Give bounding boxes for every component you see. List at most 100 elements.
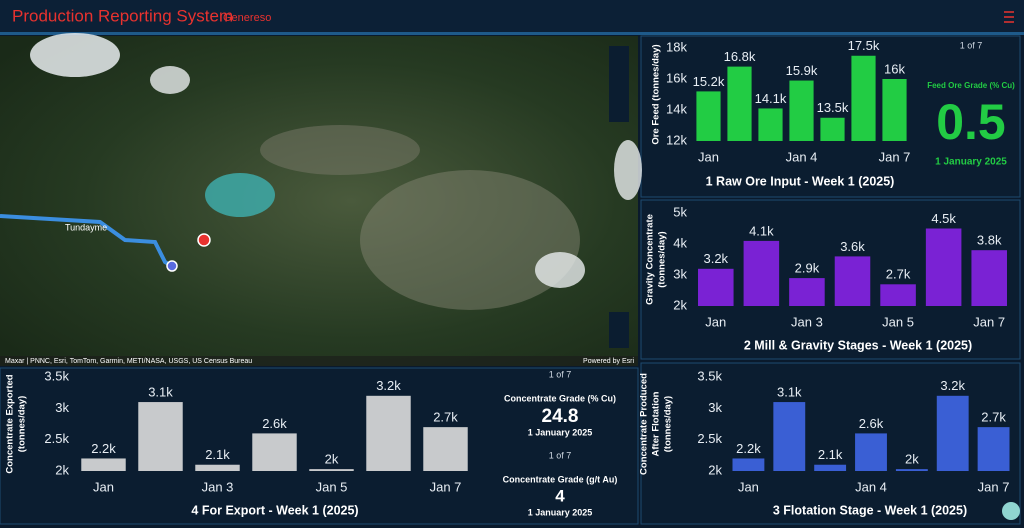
y-tick-label: 2k [708,462,722,477]
value-label: 2.1k [818,447,843,462]
map-panel[interactable] [0,36,638,366]
value-label: 3.8k [977,233,1002,248]
bar [925,228,962,306]
value-label: 2.7k [886,267,911,282]
bar [814,464,847,471]
y-tick-label: 3.5k [697,368,722,383]
value-label: 3.2k [703,251,728,266]
y-tick-label: 3k [708,400,722,415]
y-axis-label: After Flotation [651,391,662,456]
pager[interactable]: 1 of 7 [960,40,983,50]
pager[interactable]: 1 of 7 [549,369,572,379]
value-label: 16k [884,61,905,76]
map-attribution: Maxar | PNNC, Esri, TomTom, Garmin, METI… [5,358,252,365]
x-tick-label: Jan [698,149,719,164]
value-label: 3.1k [777,385,802,400]
y-tick-label: 3k [673,266,687,281]
value-label: 2.2k [736,441,761,456]
bar [309,469,354,471]
header-border [0,32,1024,35]
x-tick-label: Jan 4 [786,149,818,164]
value-label: 3.6k [840,239,865,254]
y-tick-label: 14k [666,101,687,116]
map-imagery [0,33,642,310]
bar [789,80,814,141]
map-place-label: Tundayme [65,222,107,232]
y-tick-label: 16k [666,70,687,85]
value-label: 2.9k [795,261,820,276]
pager[interactable]: 1 of 7 [549,450,572,460]
value-label: 2.1k [205,447,230,462]
bar [81,458,126,471]
app-subtitle: Genereso [223,12,271,24]
app-title: Production Reporting System [12,6,233,25]
bar [732,458,765,471]
menu-icon[interactable] [1004,11,1014,23]
value-label: 2k [325,452,339,467]
chart-title: 3 Flotation Stage - Week 1 (2025) [773,503,967,517]
bar [696,91,721,141]
bar [366,395,411,471]
bar [977,427,1010,471]
bar [882,79,907,141]
bar [820,117,845,141]
chart-title: 4 For Export - Week 1 (2025) [191,503,358,517]
chart-title: 2 Mill & Gravity Stages - Week 1 (2025) [744,338,972,352]
value-label: 2k [905,452,919,467]
y-axis-label: (tonnes/day) [663,396,674,452]
x-tick-label: Jan [93,479,114,494]
indicator-value: 0.5 [936,94,1006,150]
panel [0,367,639,525]
refresh-button[interactable] [1002,502,1020,520]
bar [252,433,297,471]
indicator-label: Feed Ore Grade (% Cu) [927,81,1015,90]
value-label: 3.2k [376,378,401,393]
bar [971,250,1007,306]
y-tick-label: 4k [673,235,687,250]
indicator-label: Concentrate Grade (g/t Au) [503,474,618,484]
indicator-date: 1 January 2025 [528,507,593,517]
indicator-value: 4 [555,486,565,505]
bar [895,469,928,471]
value-label: 17.5k [848,38,880,53]
y-tick-label: 3k [55,400,69,415]
y-axis-label: Ore Feed (tonnes/day) [651,44,662,144]
x-tick-label: Jan 4 [855,479,887,494]
value-label: 2.6k [859,416,884,431]
y-tick-label: 2.5k [44,431,69,446]
bar [195,464,240,471]
indicator-label: Concentrate Grade (% Cu) [504,393,616,403]
value-label: 4.5k [931,211,956,226]
chart-title: 1 Raw Ore Input - Week 1 (2025) [706,174,895,188]
value-label: 3.1k [148,385,173,400]
y-axis-label: (tonnes/day) [657,231,668,287]
x-tick-label: Jan 3 [791,314,823,329]
bar [698,268,734,306]
bar [936,395,969,471]
value-label: 2.6k [262,416,287,431]
bar [758,108,783,141]
value-label: 3.2k [940,378,965,393]
y-tick-label: 2.5k [697,431,722,446]
bar [423,427,468,471]
panel [640,199,1021,360]
map-controls[interactable] [609,46,629,348]
value-label: 2.2k [91,441,116,456]
value-label: 2.7k [433,410,458,425]
bar [851,55,876,141]
bar [727,66,752,141]
indicator-date: 1 January 2025 [528,427,593,437]
y-tick-label: 18k [666,39,687,54]
value-label: 16.8k [724,49,756,64]
y-axis-label: Concentrate Exported [5,374,16,473]
y-tick-label: 2k [673,297,687,312]
x-tick-label: Jan 7 [879,149,911,164]
value-label: 14.1k [755,91,787,106]
bar [138,402,183,471]
x-tick-label: Jan 5 [316,479,348,494]
header-bar [0,0,1024,32]
y-axis-label: (tonnes/day) [17,396,28,452]
x-tick-label: Jan [705,314,726,329]
bar [789,278,825,306]
